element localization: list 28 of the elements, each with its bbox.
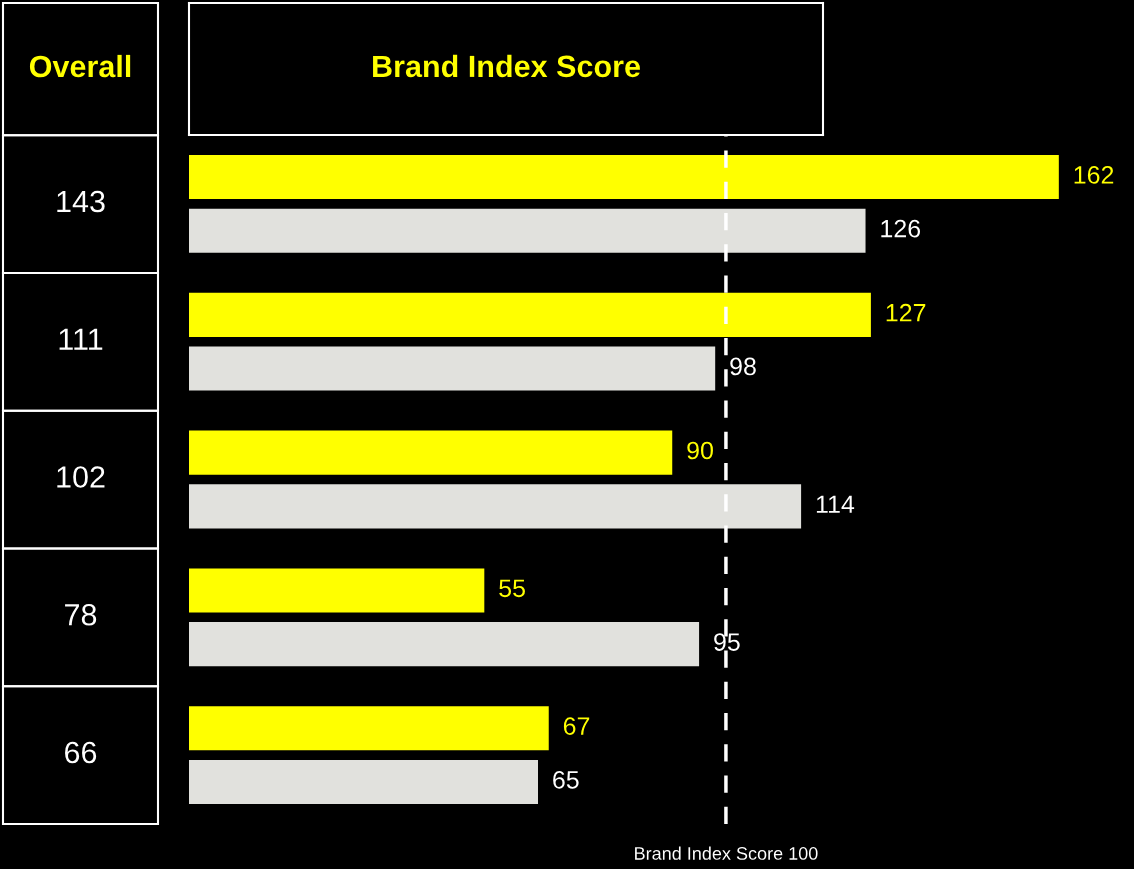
text: 111 xyxy=(59,328,103,350)
data-label: 95 xyxy=(714,633,740,651)
chart-title: Brand Index Score xyxy=(373,54,640,78)
bar xyxy=(189,759,539,805)
data-label: 90 xyxy=(687,441,713,460)
data-label: 55 xyxy=(499,579,525,598)
bar xyxy=(189,292,871,337)
bar xyxy=(189,154,1059,200)
bar xyxy=(189,706,549,751)
ref-line-label: Brand Index Score 100 xyxy=(635,846,818,860)
data-label: 162 xyxy=(1074,166,1114,184)
bar xyxy=(189,208,866,253)
text: 102 xyxy=(57,466,105,488)
text: 66 xyxy=(65,741,97,764)
bar xyxy=(189,622,700,667)
data-label: 114 xyxy=(816,495,855,513)
text: 143 xyxy=(57,190,105,213)
data-label: 127 xyxy=(886,303,926,322)
data-label: 98 xyxy=(730,357,756,376)
data-label: 126 xyxy=(881,219,921,238)
bar xyxy=(189,568,485,613)
bar xyxy=(189,346,716,391)
data-label: 65 xyxy=(553,770,579,789)
bar xyxy=(189,484,802,529)
text: 78 xyxy=(65,603,97,626)
text: Overall xyxy=(29,54,131,78)
data-label: 67 xyxy=(563,717,590,735)
bar xyxy=(189,430,673,475)
